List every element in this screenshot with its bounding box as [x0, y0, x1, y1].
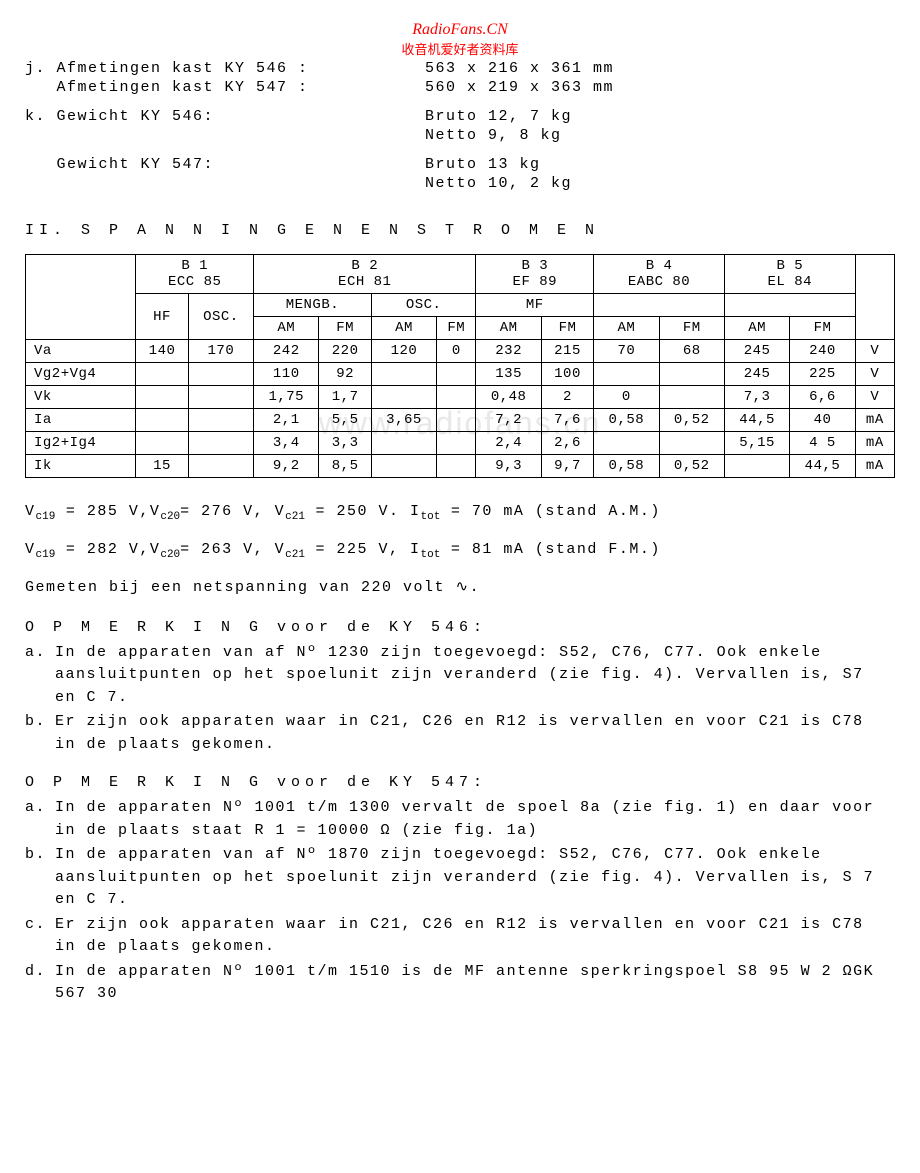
table-row: Ik159,28,59,39,70,580,5244,5mA	[26, 455, 895, 478]
spec-k-value2a: Bruto 13 kg	[425, 156, 541, 173]
spec-j-value1: 563 x 216 x 361 mm	[425, 60, 614, 77]
note-547-b: b.In de apparaten van af Nº 1870 zijn to…	[25, 844, 895, 912]
table-row: Ia2,15,53,657,27,60,580,5244,540mA	[26, 409, 895, 432]
table-header-row-2: HF OSC. MENGB. OSC. MF	[26, 294, 895, 317]
measurement-line-2: Vc19 = 282 V,Vc20= 263 V, Vc21 = 225 V, …	[25, 536, 895, 566]
voltages-table: B 1ECC 85 B 2ECH 81 B 3EF 89 B 4EABC 80 …	[25, 254, 895, 478]
spec-j-value2: 560 x 219 x 363 mm	[425, 79, 614, 96]
note-547-a: a.In de apparaten Nº 1001 t/m 1300 verva…	[25, 797, 895, 842]
spec-k-value1b: Netto 9, 8 kg	[425, 127, 562, 144]
table-row: Vk1,751,70,48207,36,6V	[26, 386, 895, 409]
opmerking-546-heading: O P M E R K I N G voor de KY 546:	[25, 619, 895, 636]
watermark-header: RadioFans.CN 收音机爱好者资料库	[25, 20, 895, 60]
spec-weight-547: Gewicht KY 547: Bruto 13 kg Netto 10, 2 …	[25, 156, 895, 192]
spec-k-value2b: Netto 10, 2 kg	[425, 175, 572, 192]
note-547-c: c.Er zijn ook apparaten waar in C21, C26…	[25, 914, 895, 959]
note-546-a: a.In de apparaten van af Nº 1230 zijn to…	[25, 642, 895, 710]
table-row: Va14017024222012002322157068245240V	[26, 340, 895, 363]
measurement-note: Gemeten bij een netspanning van 220 volt…	[25, 574, 895, 601]
spec-j-label2: Afmetingen kast KY 547 :	[25, 79, 425, 96]
spec-dimensions: j. Afmetingen kast KY 546 : 563 x 216 x …	[25, 60, 895, 96]
spec-k-label2: Gewicht KY 547:	[25, 156, 425, 173]
table-row: Ig2+Ig43,43,32,42,65,154 5mA	[26, 432, 895, 455]
spec-weight-546: k. Gewicht KY 546: Bruto 12, 7 kg Netto …	[25, 108, 895, 144]
measurement-line-1: Vc19 = 285 V,Vc20= 276 V, Vc21 = 250 V. …	[25, 498, 895, 528]
note-546-b: b.Er zijn ook apparaten waar in C21, C26…	[25, 711, 895, 756]
table-header-row-1: B 1ECC 85 B 2ECH 81 B 3EF 89 B 4EABC 80 …	[26, 255, 895, 294]
section-2-heading: II. S P A N N I N G E N E N S T R O M E …	[25, 222, 895, 239]
spec-k-value1a: Bruto 12, 7 kg	[425, 108, 572, 125]
watermark-line1: RadioFans.CN	[412, 21, 508, 38]
opmerking-547-heading: O P M E R K I N G voor de KY 547:	[25, 774, 895, 791]
spec-k-label1: k. Gewicht KY 546:	[25, 108, 425, 125]
note-547-d: d.In de apparaten Nº 1001 t/m 1510 is de…	[25, 961, 895, 1006]
spec-j-label1: j. Afmetingen kast KY 546 :	[25, 60, 425, 77]
watermark-line2: 收音机爱好者资料库	[401, 42, 518, 57]
table-row: Vg2+Vg411092135100245225V	[26, 363, 895, 386]
